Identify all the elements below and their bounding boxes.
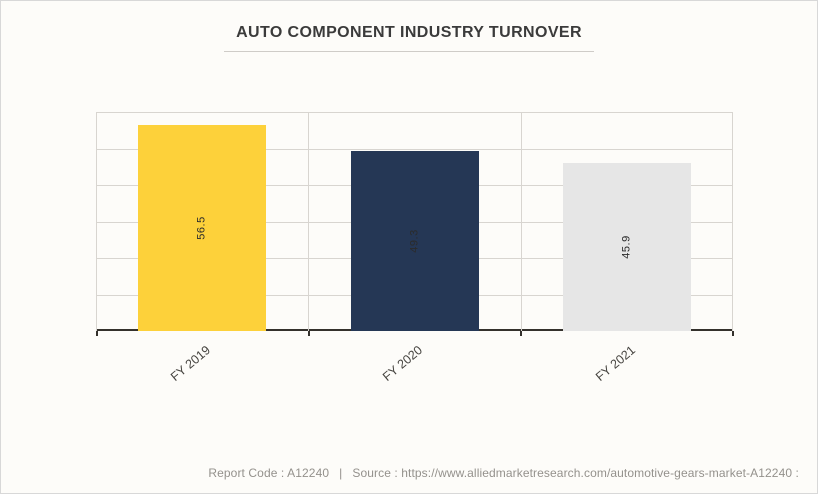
x-axis-labels: FY 2019 FY 2020 FY 2021	[96, 335, 733, 395]
footer-separator: |	[339, 466, 343, 480]
gridline-vertical	[308, 112, 310, 331]
report-code-text: Report Code : A12240	[208, 466, 330, 480]
x-axis-label-fy-2020: FY 2020	[380, 343, 426, 384]
bar-fy-2019: 56.5	[138, 124, 267, 331]
chart-title: AUTO COMPONENT INDUSTRY TURNOVER	[224, 24, 594, 52]
bar-value-label: 45.9	[620, 235, 633, 259]
gridline-vertical	[520, 112, 522, 331]
source-link-text: Source : https://www.alliedmarketresearc…	[352, 466, 799, 480]
gridline-vertical	[732, 112, 733, 331]
axis-tick	[731, 331, 734, 336]
x-axis-label-fy-2019: FY 2019	[168, 343, 214, 384]
gridline-vertical	[96, 112, 97, 331]
axis-tick	[307, 331, 310, 336]
plot-area: 56.5 49.3 45.9	[95, 112, 734, 336]
bar-value-label: 56.5	[196, 216, 209, 240]
gridline-horizontal	[96, 112, 733, 113]
bar-fy-2020: 49.3	[350, 151, 479, 331]
bar-fy-2021: 45.9	[562, 163, 691, 331]
axis-tick	[520, 331, 523, 336]
x-axis-label-fy-2021: FY 2021	[592, 343, 638, 384]
bar-value-label: 49.3	[408, 229, 421, 253]
axis-tick	[95, 331, 98, 336]
report-footer: Report Code : A12240 | Source : https://ww…	[208, 466, 799, 480]
chart-header: AUTO COMPONENT INDUSTRY TURNOVER	[1, 1, 817, 52]
gridline-horizontal	[96, 148, 733, 150]
